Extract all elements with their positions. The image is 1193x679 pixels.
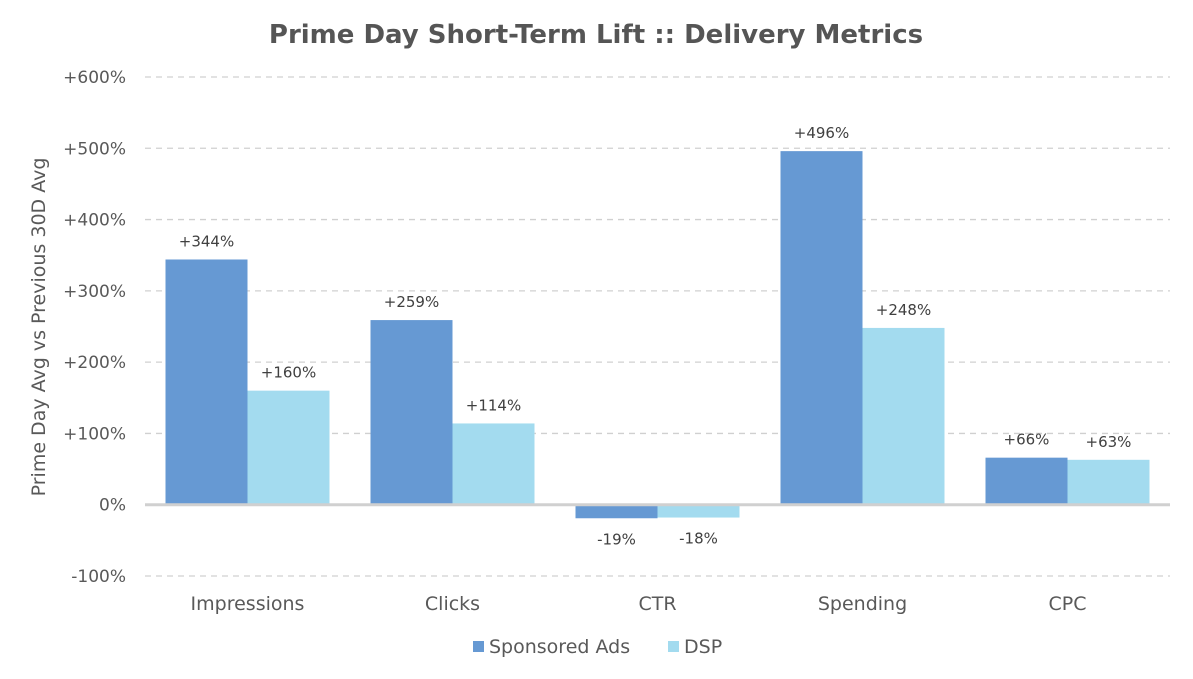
data-label: +160% [261, 364, 316, 382]
bar-sponsored-ads [575, 504, 658, 519]
data-label: +496% [794, 124, 849, 142]
legend: Sponsored Ads DSP [473, 636, 722, 658]
y-tick-label: +200% [63, 353, 126, 373]
bar-dsp [452, 423, 535, 505]
data-label: +259% [384, 293, 439, 311]
y-tick-label: +100% [63, 424, 126, 444]
data-label: -18% [679, 530, 718, 548]
y-tick-label: 0% [99, 496, 126, 516]
bar-dsp [1067, 459, 1150, 505]
y-tick-label: +500% [63, 139, 126, 159]
x-category-label: CTR [638, 593, 676, 615]
data-label: -19% [597, 530, 636, 548]
bar-sponsored-ads [780, 151, 863, 505]
bar-dsp [862, 327, 945, 505]
data-label: +63% [1086, 433, 1132, 451]
data-label: +344% [179, 232, 234, 250]
y-axis-label: Prime Day Avg vs Previous 30D Avg [28, 158, 50, 497]
data-label: +248% [876, 301, 931, 319]
y-tick-label: -100% [71, 567, 126, 587]
y-tick-label: +300% [63, 282, 126, 302]
x-category-label: Impressions [191, 593, 305, 615]
y-tick-label: +600% [63, 68, 126, 88]
bar-sponsored-ads [165, 259, 248, 505]
y-axis-ticks: -100% 0% +100% +200% +300% +400% +500% +600% [63, 68, 126, 587]
data-label: +66% [1004, 431, 1050, 449]
bar-sponsored-ads [985, 457, 1068, 505]
x-axis-categories: Impressions Clicks CTR Spending CPC [191, 593, 1087, 615]
x-category-label: Clicks [425, 593, 480, 615]
legend-swatch-dsp [668, 641, 679, 652]
x-category-label: Spending [818, 593, 907, 615]
legend-label: DSP [684, 636, 722, 658]
legend-swatch-sponsored-ads [473, 641, 484, 652]
y-tick-label: +400% [63, 211, 126, 231]
bar-sponsored-ads [370, 320, 453, 505]
data-labels: +344% +160% +259% +114% -19% -18% +496% +248% +6… [179, 124, 1132, 548]
bar-dsp [247, 390, 330, 505]
data-label: +114% [466, 396, 521, 414]
bars [165, 151, 1150, 519]
x-category-label: CPC [1049, 593, 1087, 615]
legend-label: Sponsored Ads [489, 636, 630, 658]
bar-dsp [657, 504, 740, 518]
chart-title: Prime Day Short-Term Lift :: Delivery Me… [269, 20, 923, 50]
